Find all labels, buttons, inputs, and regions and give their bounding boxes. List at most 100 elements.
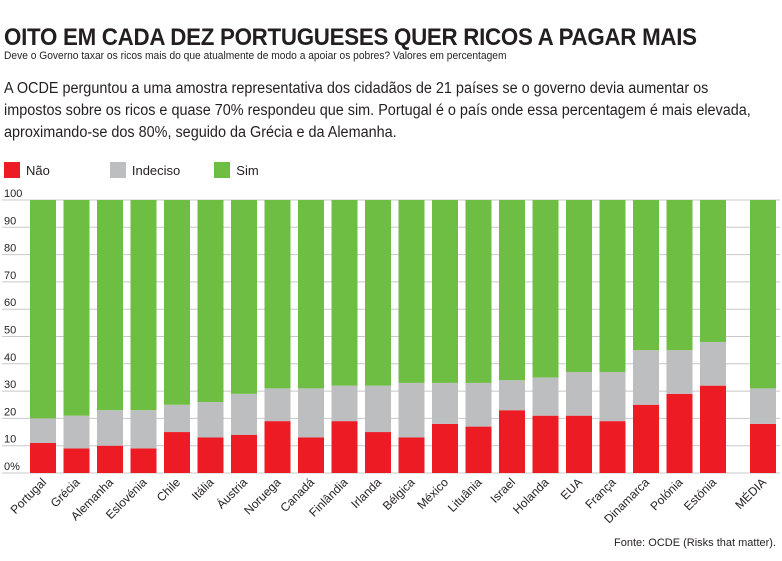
bar-segment-indeciso bbox=[700, 341, 726, 386]
x-tick-label: EUA bbox=[558, 475, 585, 502]
bar-segment-indeciso bbox=[465, 382, 492, 427]
source-note: Fonte: OCDE (Risks that matter). bbox=[614, 537, 776, 549]
chart-title: OITO EM CADA DEZ PORTUGUESES QUER RICOS … bbox=[4, 24, 697, 51]
bar-segment-sim bbox=[97, 200, 123, 411]
legend-item: Indeciso bbox=[109, 162, 181, 178]
legend-item: Sim bbox=[214, 162, 259, 178]
bar-segment-indeciso bbox=[365, 385, 391, 433]
bar-segment-não bbox=[231, 434, 257, 473]
bar-segment-indeciso bbox=[499, 380, 525, 411]
bar-segment-não bbox=[365, 432, 391, 473]
bar-segment-indeciso bbox=[97, 410, 123, 446]
bar-segment-não bbox=[398, 437, 425, 473]
y-tick-label: 40 bbox=[4, 352, 16, 364]
y-tick-label: 80 bbox=[4, 243, 16, 255]
bar-segment-sim bbox=[331, 200, 358, 386]
y-tick-label: 10 bbox=[4, 434, 16, 446]
intro-text: A OCDE perguntou a uma amostra represent… bbox=[4, 80, 751, 141]
bar-segment-sim bbox=[30, 200, 56, 419]
y-tick-label: 90 bbox=[4, 215, 16, 227]
bar-segment-indeciso bbox=[30, 418, 56, 443]
x-tick-label: Irlanda bbox=[348, 475, 384, 511]
x-tick-label: Lituânia bbox=[445, 475, 485, 515]
bar-segment-não bbox=[465, 426, 492, 473]
bar-segment-indeciso bbox=[398, 382, 425, 438]
bar-segment-indeciso bbox=[197, 402, 224, 438]
bar-segment-sim bbox=[633, 200, 659, 351]
bar-segment-indeciso bbox=[633, 350, 659, 405]
x-tick-label: Israel bbox=[487, 475, 518, 506]
x-tick-label: Holanda bbox=[510, 475, 552, 517]
y-tick-label: 100 bbox=[4, 188, 22, 200]
bar-segment-indeciso bbox=[130, 410, 157, 449]
bar-segment-não bbox=[130, 448, 157, 473]
x-tick-label: Portugal bbox=[8, 475, 50, 517]
bar-segment-sim bbox=[231, 200, 257, 394]
legend-label: Sim bbox=[236, 162, 259, 178]
bar-segment-indeciso bbox=[298, 388, 324, 438]
bar-segment-sim bbox=[700, 200, 726, 342]
bar-segment-sim bbox=[398, 200, 425, 383]
bar-segment-não bbox=[97, 445, 123, 473]
x-tick-label: Chile bbox=[154, 475, 183, 504]
bar-segment-sim bbox=[264, 200, 291, 389]
bar-segment-não bbox=[700, 385, 726, 473]
chart-subtitle: Deve o Governo taxar os ricos mais do qu… bbox=[4, 50, 507, 62]
x-tick-label: Estónia bbox=[681, 475, 719, 513]
bar-segment-não bbox=[432, 423, 458, 473]
legend-label: Indeciso bbox=[131, 162, 181, 178]
legend-swatch bbox=[4, 162, 20, 178]
legend-label: Não bbox=[26, 162, 50, 178]
y-tick-label: 50 bbox=[4, 325, 16, 337]
x-tick-label: Noruega bbox=[241, 475, 284, 518]
bar-segment-sim bbox=[298, 200, 324, 389]
bar-segment-sim bbox=[499, 200, 525, 381]
bar-segment-indeciso bbox=[63, 415, 90, 449]
x-tick-label: Polónia bbox=[647, 475, 685, 513]
bar-segment-não bbox=[633, 404, 659, 473]
bar-segment-não bbox=[63, 448, 90, 473]
bar-segment-sim bbox=[532, 200, 559, 378]
bar-segment-não bbox=[666, 393, 693, 473]
bar-segment-sim bbox=[432, 200, 458, 383]
bar-segment-indeciso bbox=[264, 388, 291, 422]
legend-swatch bbox=[109, 162, 126, 178]
bar-segment-indeciso bbox=[532, 377, 559, 416]
bar-segment-sim bbox=[63, 200, 90, 416]
y-tick-label: 70 bbox=[4, 270, 16, 282]
bar-segment-não bbox=[197, 437, 224, 473]
bar-segment-sim bbox=[750, 200, 776, 389]
legend-swatch bbox=[214, 162, 231, 178]
bar-segment-indeciso bbox=[331, 385, 358, 422]
bar-segment-não bbox=[331, 421, 358, 473]
bar-segment-sim bbox=[666, 200, 693, 351]
legend-item: Não bbox=[4, 162, 50, 178]
x-tick-label: Itália bbox=[189, 475, 217, 503]
bar-segment-não bbox=[30, 442, 56, 473]
bar-segment-não bbox=[298, 437, 324, 473]
bar-segment-sim bbox=[599, 200, 626, 372]
bar-segment-indeciso bbox=[432, 382, 458, 424]
bar-segment-não bbox=[750, 423, 776, 473]
bar-segment-sim bbox=[566, 200, 592, 372]
bar-segment-sim bbox=[465, 200, 492, 383]
bar-segment-sim bbox=[197, 200, 224, 403]
bar-segment-não bbox=[164, 432, 190, 473]
legend: Não Indeciso Sim bbox=[4, 162, 293, 178]
bar-segment-indeciso bbox=[750, 388, 776, 424]
x-tick-label: MÉDIA bbox=[732, 475, 769, 512]
bar-segment-indeciso bbox=[666, 350, 693, 394]
bar-segment-sim bbox=[164, 200, 190, 405]
bar-segment-indeciso bbox=[599, 371, 626, 422]
bar-segment-sim bbox=[130, 200, 157, 411]
stacked-bar-chart: 0%102030405060708090100PortugalGréciaAle… bbox=[2, 188, 780, 526]
bar-segment-indeciso bbox=[164, 404, 190, 433]
x-tick-label: Bélgica bbox=[380, 475, 418, 513]
bar-segment-não bbox=[264, 421, 291, 473]
bar-segment-não bbox=[599, 421, 626, 473]
bar-segment-sim bbox=[365, 200, 391, 386]
bar-segment-não bbox=[499, 410, 525, 473]
bar-segment-indeciso bbox=[231, 393, 257, 435]
y-tick-label: 30 bbox=[4, 379, 16, 391]
y-tick-label: 20 bbox=[4, 406, 16, 418]
